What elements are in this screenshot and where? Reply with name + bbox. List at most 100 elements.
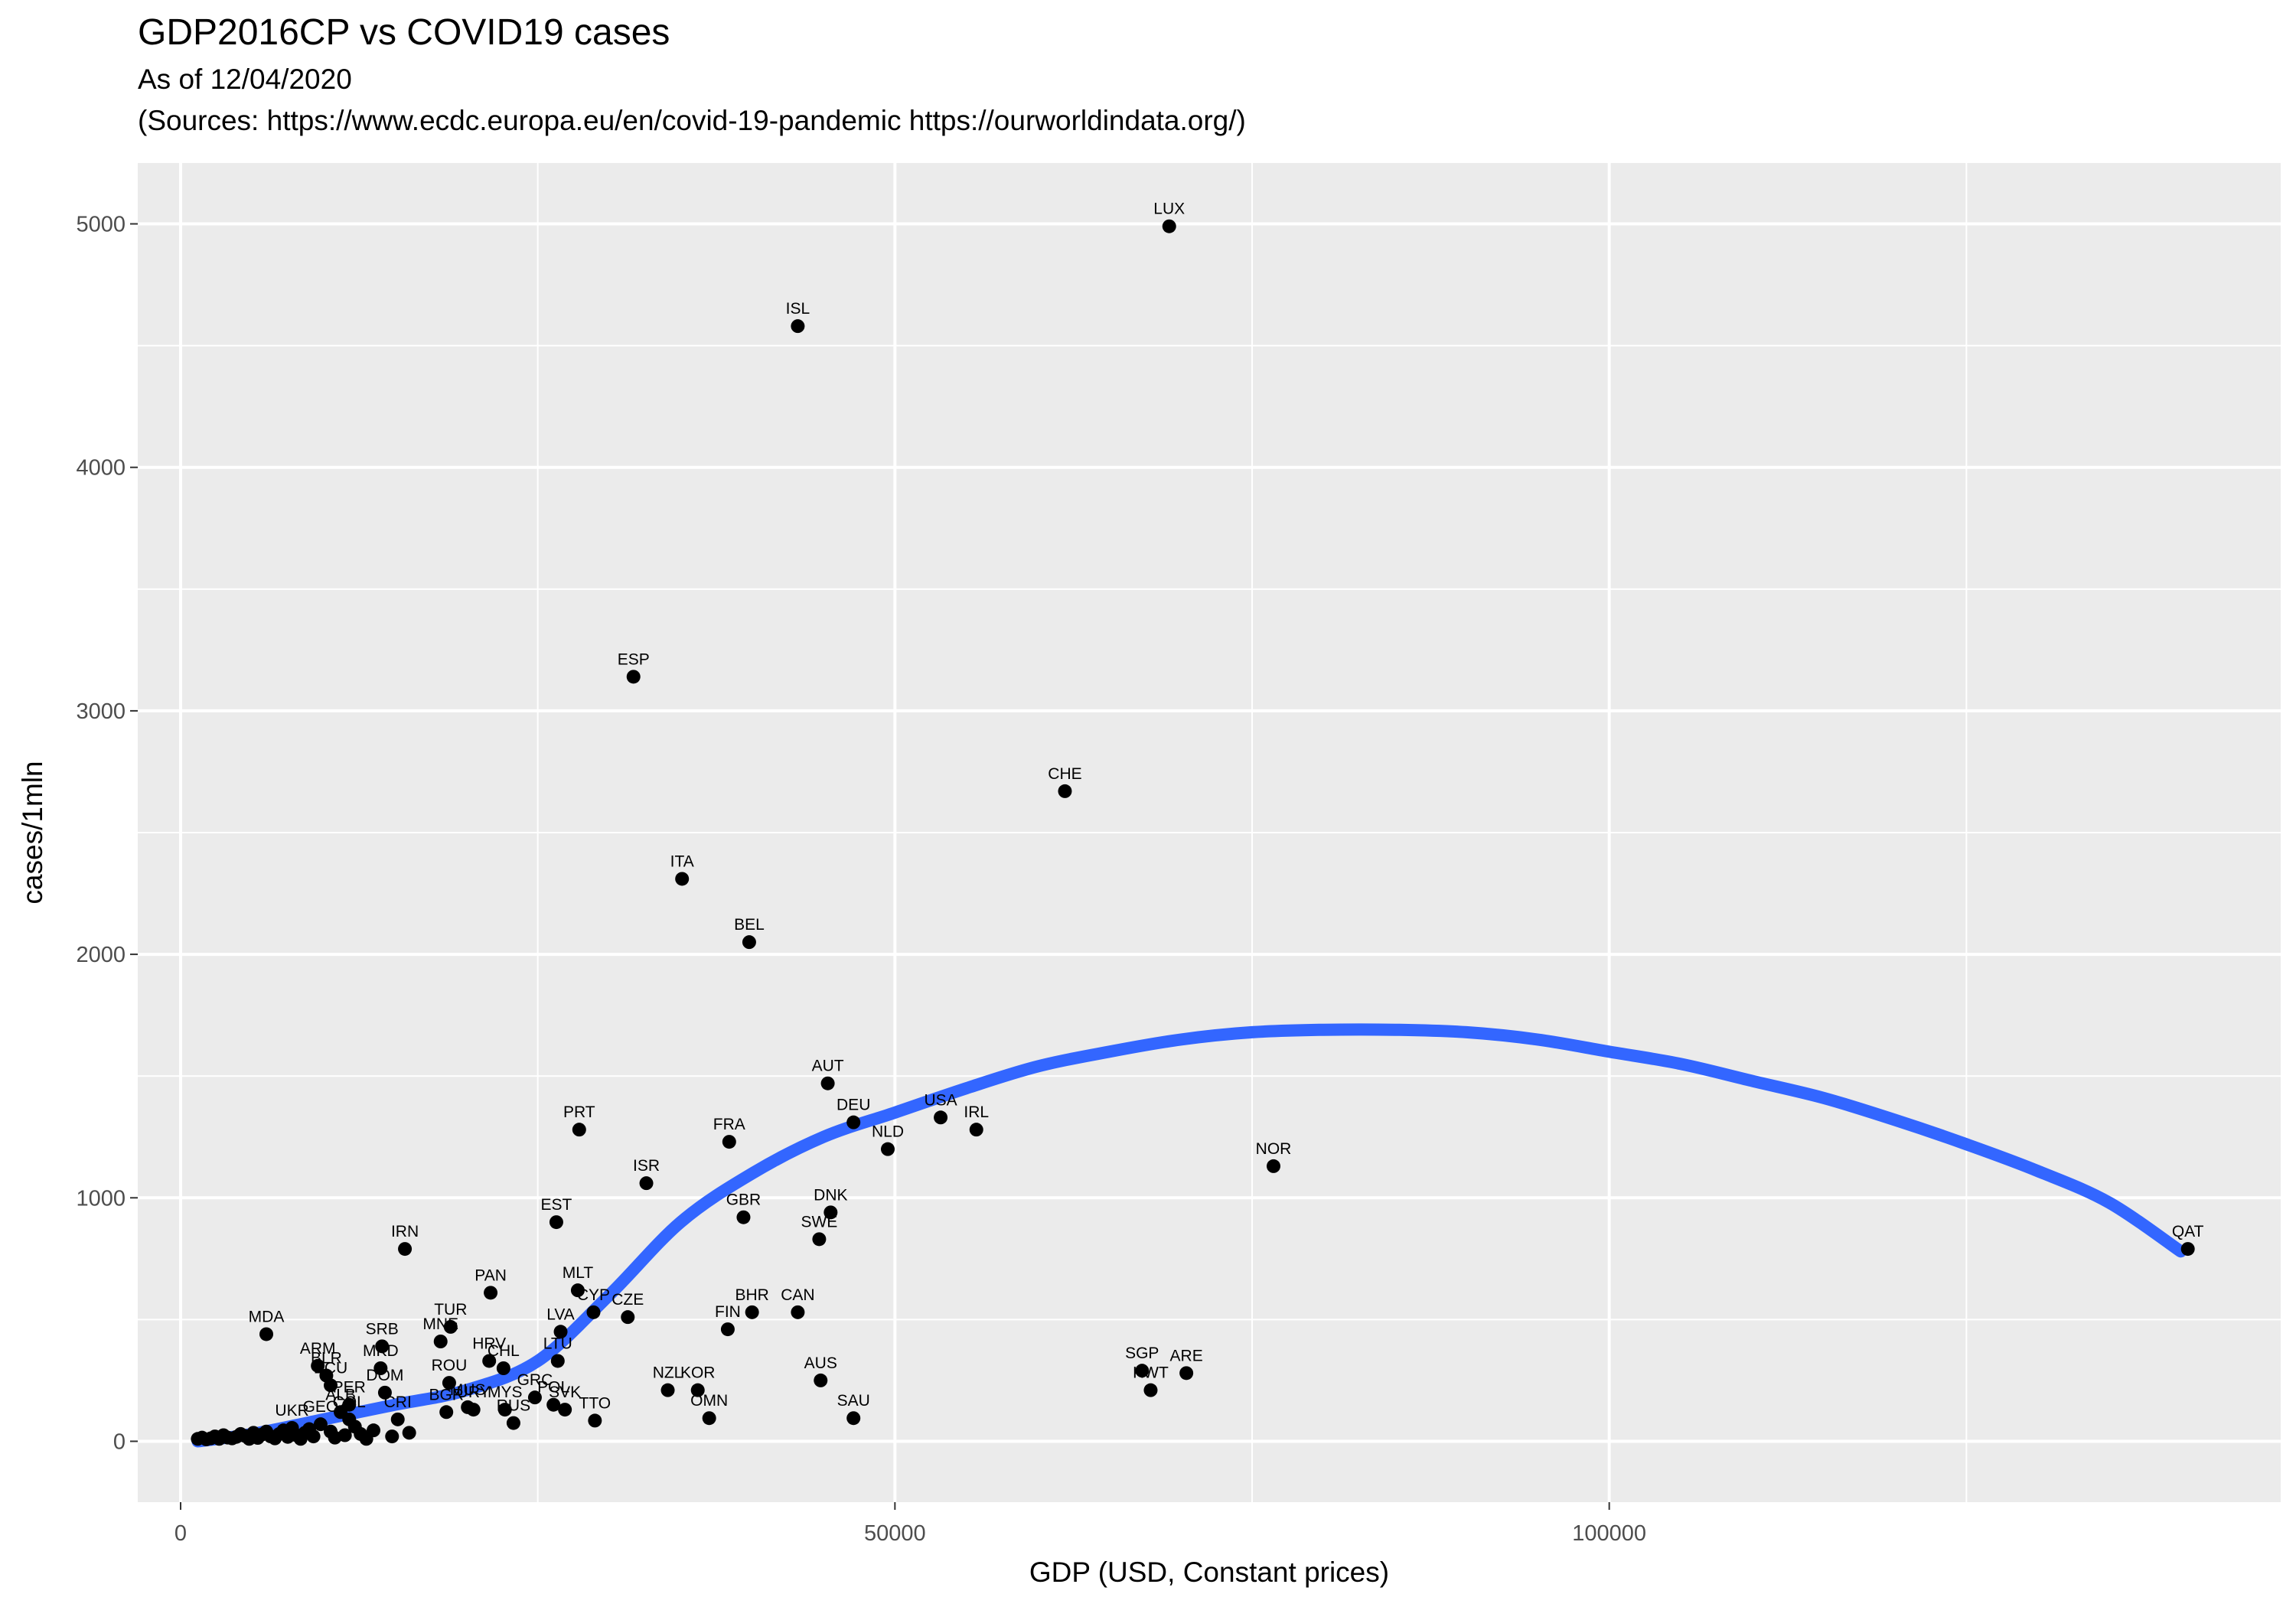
data-point-nor bbox=[1267, 1159, 1280, 1173]
point-label-chl: CHL bbox=[488, 1342, 520, 1360]
data-point-deu bbox=[846, 1115, 861, 1129]
point-label-bhr: BHR bbox=[735, 1286, 768, 1304]
data-point-rus bbox=[506, 1416, 520, 1430]
data-point-lva bbox=[553, 1325, 568, 1339]
data-point-mda bbox=[259, 1327, 273, 1341]
point-label-svk: SVK bbox=[549, 1384, 581, 1401]
chart-title: GDP2016CP vs COVID19 cases bbox=[138, 12, 670, 53]
data-point-mys bbox=[497, 1403, 512, 1417]
point-label-blr: BLR bbox=[311, 1350, 342, 1367]
point-label-cri: CRI bbox=[384, 1393, 412, 1411]
data-point-isr bbox=[639, 1176, 654, 1191]
point-label-aus: AUS bbox=[804, 1354, 837, 1372]
point-label-per: PER bbox=[333, 1379, 366, 1397]
y-axis-title: cases/1mln bbox=[17, 761, 48, 904]
data-point bbox=[338, 1428, 352, 1442]
minor-gridlines bbox=[138, 163, 2281, 1502]
point-label-arm: ARM bbox=[300, 1340, 336, 1358]
point-label-nld: NLD bbox=[872, 1123, 904, 1141]
point-label-omn: OMN bbox=[690, 1392, 728, 1410]
data-point-dnk bbox=[823, 1205, 838, 1220]
y-axis-ticks: 0 1000 2000 3000 4000 5000 bbox=[76, 213, 138, 1454]
point-label-irn: IRN bbox=[391, 1223, 419, 1240]
data-point-nzl bbox=[660, 1383, 675, 1397]
point-labels: LUX ISL ESP CHE ITA BEL AUT DEU USA IRL NLD PRT FRA N… bbox=[249, 200, 2204, 1420]
point-label-fra: FRA bbox=[713, 1116, 745, 1133]
data-point-mne bbox=[433, 1335, 448, 1348]
point-label-isr: ISR bbox=[633, 1157, 660, 1175]
point-label-grc: GRC bbox=[517, 1371, 553, 1389]
point-label-est: EST bbox=[541, 1196, 572, 1214]
y-tick-label: 1000 bbox=[76, 1186, 126, 1211]
x-tick-label: 0 bbox=[174, 1521, 187, 1546]
data-point-chl bbox=[496, 1361, 510, 1375]
data-point-irl bbox=[969, 1123, 983, 1137]
data-point-sgp bbox=[1135, 1364, 1150, 1378]
data-point-bel bbox=[742, 935, 756, 950]
y-tick-label: 3000 bbox=[76, 699, 126, 724]
point-label-rus: RUS bbox=[497, 1397, 530, 1415]
data-point-mkd bbox=[373, 1361, 388, 1375]
data-point-usa bbox=[934, 1110, 948, 1125]
point-label-tur: TUR bbox=[434, 1301, 467, 1319]
point-label-bel: BEL bbox=[734, 916, 765, 934]
point-label-ury: URY bbox=[457, 1384, 491, 1401]
point-label-cyp: CYP bbox=[577, 1286, 610, 1304]
data-point-omn bbox=[702, 1411, 716, 1426]
point-label-rou: ROU bbox=[432, 1357, 468, 1374]
point-label-ita: ITA bbox=[670, 852, 694, 870]
point-label-pol: POL bbox=[537, 1379, 569, 1397]
x-tick-label: 50000 bbox=[864, 1521, 926, 1546]
data-point-aut bbox=[820, 1076, 835, 1090]
point-label-lva: LVA bbox=[546, 1305, 575, 1323]
point-label-irl: IRL bbox=[964, 1103, 989, 1121]
data-point-bgr bbox=[439, 1405, 454, 1420]
chart-sources: (Sources: https://www.ecdc.europa.eu/en/… bbox=[138, 105, 1246, 136]
data-point-pan bbox=[484, 1286, 498, 1300]
point-label-usa: USA bbox=[924, 1091, 957, 1109]
y-tick-label: 0 bbox=[113, 1429, 126, 1454]
point-label-kor: KOR bbox=[680, 1364, 716, 1382]
point-label-kwt: KWT bbox=[1133, 1364, 1169, 1382]
point-label-geo: GEO bbox=[303, 1398, 339, 1416]
point-label-esp: ESP bbox=[618, 650, 650, 668]
point-label-qat: QAT bbox=[2172, 1223, 2204, 1240]
point-label-srb: SRB bbox=[366, 1320, 399, 1338]
data-point-are bbox=[1179, 1366, 1194, 1380]
data-point-esp bbox=[626, 670, 641, 684]
data-point-dom bbox=[377, 1385, 392, 1400]
data-point-bhr bbox=[745, 1305, 759, 1319]
point-label-alb: ALB bbox=[325, 1386, 356, 1403]
data-point-ury bbox=[466, 1403, 481, 1417]
point-label-mus: MUS bbox=[450, 1381, 486, 1399]
data-point-cyp bbox=[586, 1305, 601, 1319]
point-label-mne: MNE bbox=[422, 1315, 458, 1333]
data-point-prt bbox=[572, 1123, 586, 1137]
data-point-pol bbox=[546, 1397, 561, 1412]
data-point-ecu bbox=[324, 1378, 338, 1393]
point-label-hrv: HRV bbox=[472, 1335, 506, 1352]
point-label-nzl: NZL bbox=[653, 1364, 683, 1382]
point-label-mys: MYS bbox=[488, 1384, 523, 1401]
data-point-can bbox=[791, 1305, 805, 1319]
point-label-lux: LUX bbox=[1153, 200, 1185, 218]
x-axis-ticks: 0 50000 100000 bbox=[174, 1502, 1646, 1546]
x-tick-label: 100000 bbox=[1572, 1521, 1646, 1546]
y-tick-label: 4000 bbox=[76, 456, 126, 481]
point-label-swe: SWE bbox=[801, 1213, 837, 1231]
point-label-sau: SAU bbox=[837, 1392, 870, 1410]
data-point bbox=[306, 1429, 321, 1444]
data-point-ltu bbox=[550, 1354, 565, 1368]
point-label-ecu: ECU bbox=[314, 1359, 347, 1377]
data-point bbox=[385, 1429, 400, 1444]
y-tick-label: 2000 bbox=[76, 943, 126, 967]
point-label-ukr: UKR bbox=[275, 1402, 308, 1420]
point-label-gbr: GBR bbox=[726, 1191, 762, 1209]
point-label-aut: AUT bbox=[812, 1058, 844, 1075]
data-point-nld bbox=[881, 1142, 895, 1156]
point-label-col: COL bbox=[333, 1393, 366, 1411]
data-point-arm bbox=[311, 1358, 325, 1373]
data-point-cze bbox=[621, 1310, 635, 1325]
point-label-cze: CZE bbox=[612, 1291, 644, 1309]
point-label-isl: ISL bbox=[786, 300, 810, 318]
